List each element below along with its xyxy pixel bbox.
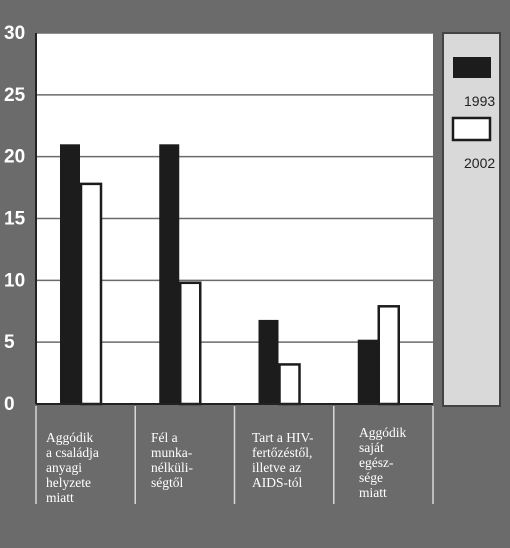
category-label-4: Aggódik saját egész- sége miatt bbox=[359, 425, 407, 500]
legend-swatch-2002 bbox=[451, 116, 492, 142]
category-label-1: Aggódik a családja anyagi helyzete miatt bbox=[46, 430, 99, 505]
legend: 1993 2002 bbox=[442, 32, 501, 407]
y-tick-label: 10 bbox=[4, 270, 25, 291]
bar-2002-2 bbox=[179, 281, 202, 406]
y-tick-label: 5 bbox=[4, 332, 15, 353]
bar-1993-2 bbox=[159, 144, 180, 405]
bar-2002-4 bbox=[377, 305, 400, 406]
bar-1993-4 bbox=[357, 339, 378, 404]
bar-2002-3 bbox=[278, 363, 301, 406]
category-label-2: Fél a munka- nélküli- ségtől bbox=[151, 430, 193, 490]
legend-label-1993: 1993 bbox=[464, 93, 495, 109]
legend-box bbox=[442, 32, 501, 407]
y-tick-label: 25 bbox=[4, 85, 26, 106]
category-label-3: Tart a HIV- fertőzéstől, illetve az AIDS… bbox=[252, 430, 314, 490]
bar-2002-1 bbox=[79, 182, 103, 406]
legend-swatch-1993 bbox=[453, 57, 491, 78]
y-tick-label: 30 bbox=[4, 23, 25, 44]
bar-1993-3 bbox=[258, 319, 279, 404]
legend-label-2002: 2002 bbox=[464, 155, 495, 171]
y-tick-label: 15 bbox=[4, 209, 26, 230]
y-tick-label: 0 bbox=[4, 394, 15, 415]
bar-1993-1 bbox=[60, 144, 80, 405]
y-tick-label: 20 bbox=[4, 147, 25, 168]
